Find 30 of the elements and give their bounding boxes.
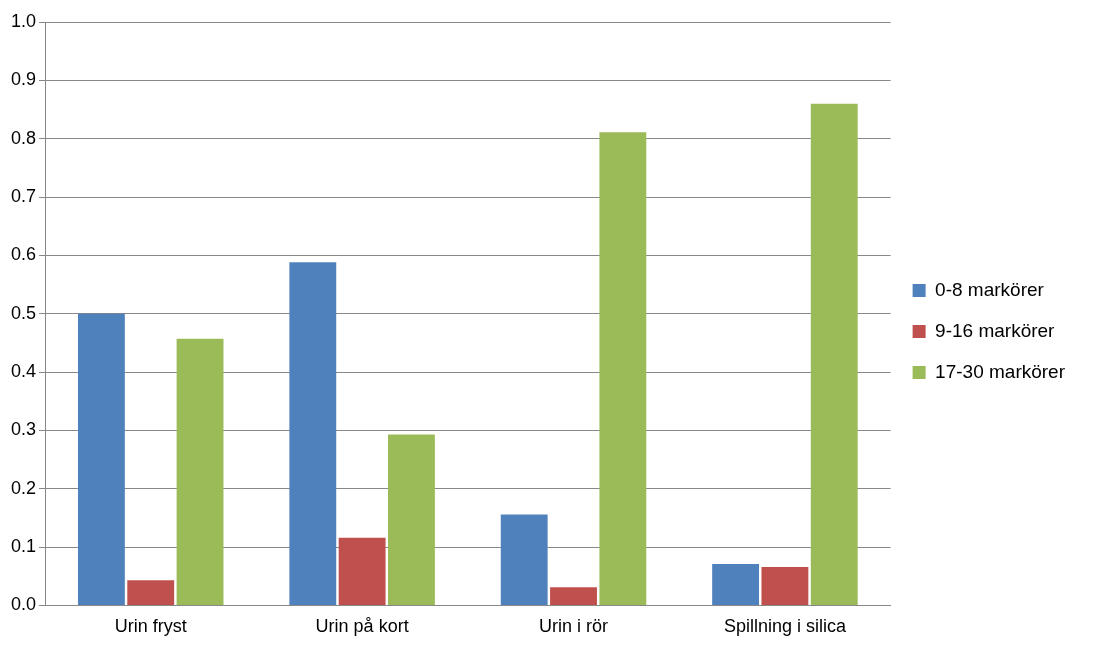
y-tick-label: 0.7 [10,185,37,206]
y-tick-label: 0.4 [10,361,37,382]
bar [289,262,337,605]
y-tick-label: 0.9 [10,69,37,90]
bar [176,338,224,605]
bar [338,537,386,605]
legend-label: 17-30 markörer [935,360,1066,382]
y-tick-label: 0.6 [10,244,37,265]
y-tick-label: 1.0 [10,10,37,31]
bar [810,103,858,605]
legend-label: 0-8 markörer [935,278,1045,300]
legend-label: 9-16 markörer [935,319,1056,341]
bar [712,563,760,605]
y-tick-label: 0.0 [10,594,37,615]
bar [500,514,548,605]
bar [388,434,435,605]
bar [761,566,809,605]
x-tick-label: Urin på kort [315,616,409,637]
x-tick-label: Spillning i silica [723,616,847,637]
x-tick-label: Urin i rör [539,616,609,637]
bar [550,587,597,605]
y-tick-label: 0.5 [10,302,37,323]
y-tick-label: 0.2 [10,477,37,498]
bar [77,313,125,605]
bar [127,580,175,605]
y-tick-label: 0.3 [10,419,37,440]
y-tick-label: 0.1 [10,536,37,557]
bar [599,132,647,605]
x-tick-label: Urin fryst [114,616,187,637]
y-tick-label: 0.8 [10,127,37,148]
